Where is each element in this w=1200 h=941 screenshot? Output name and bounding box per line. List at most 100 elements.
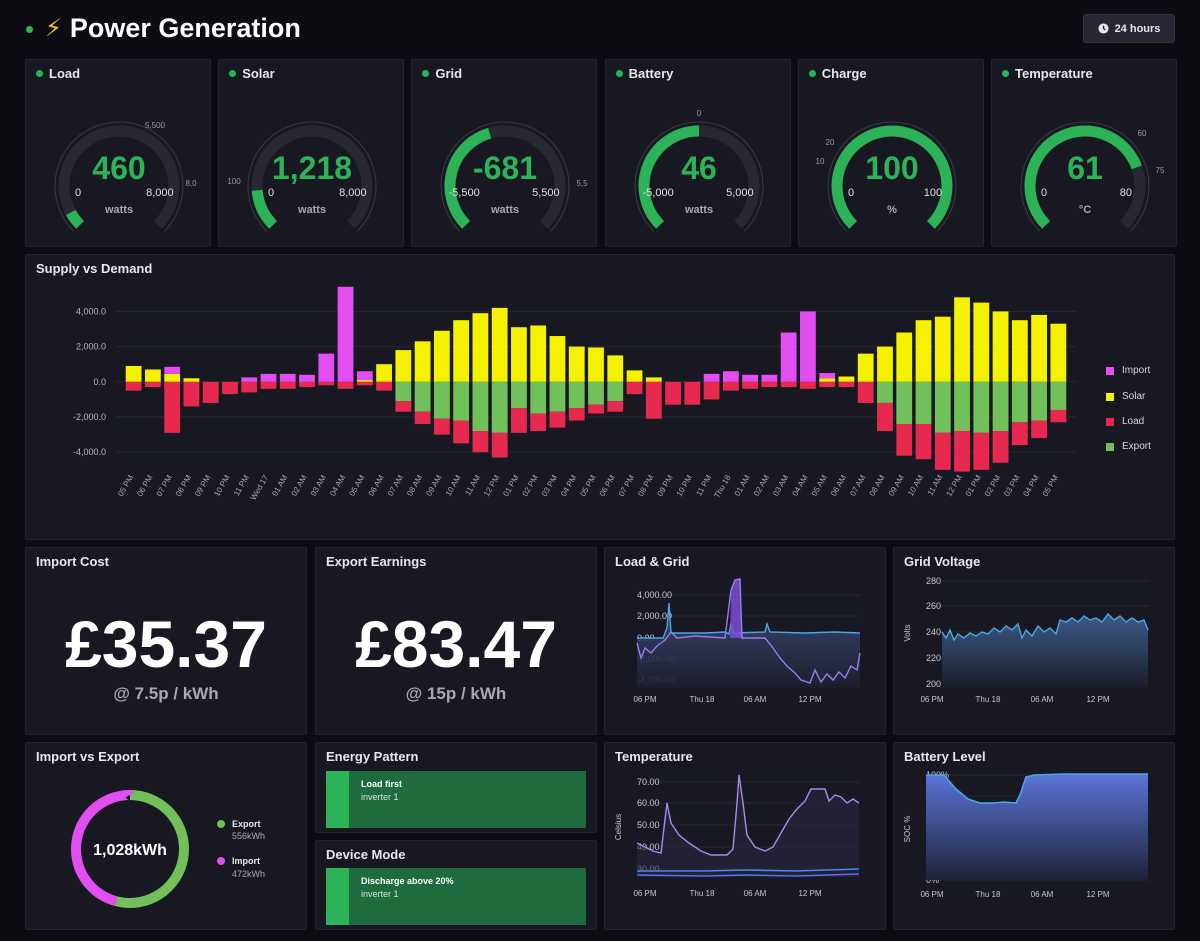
bar-load[interactable] <box>915 424 932 460</box>
bar-load[interactable] <box>125 381 142 391</box>
bar-solar[interactable] <box>1050 323 1067 382</box>
bar-load[interactable] <box>356 381 373 386</box>
bar-solar[interactable] <box>877 346 893 382</box>
bar-load[interactable] <box>742 381 759 389</box>
bar-import[interactable] <box>279 373 296 382</box>
bar-import[interactable] <box>318 353 335 382</box>
bar-load[interactable] <box>511 408 527 433</box>
bar-load[interactable] <box>144 381 161 388</box>
bar-load[interactable] <box>934 432 951 470</box>
bar-export[interactable] <box>1050 381 1067 410</box>
bar-import[interactable] <box>780 332 797 382</box>
time-range-button[interactable]: 24 hours <box>1083 14 1175 43</box>
bar-solar[interactable] <box>164 373 181 382</box>
bar-load[interactable] <box>838 381 855 388</box>
bar-load[interactable] <box>260 381 277 389</box>
bar-solar[interactable] <box>896 332 913 382</box>
bar-load[interactable] <box>588 404 604 414</box>
bar-solar[interactable] <box>183 378 200 382</box>
bar-load[interactable] <box>1031 420 1048 439</box>
bar-import[interactable] <box>260 373 277 382</box>
bar-solar[interactable] <box>472 313 489 382</box>
bar-solar[interactable] <box>125 365 142 382</box>
bar-solar[interactable] <box>144 369 161 382</box>
bar-load[interactable] <box>568 408 585 421</box>
bar-load[interactable] <box>1050 409 1067 423</box>
bar-solar[interactable] <box>414 341 431 382</box>
bar-load[interactable] <box>414 411 431 425</box>
bar-load[interactable] <box>626 381 643 395</box>
bar-load[interactable] <box>992 431 1009 463</box>
bar-import[interactable] <box>800 311 816 382</box>
bar-import[interactable] <box>761 374 778 382</box>
bar-export[interactable] <box>491 381 508 433</box>
bar-export[interactable] <box>877 381 893 403</box>
bar-load[interactable] <box>684 381 701 405</box>
bar-solar[interactable] <box>588 347 604 382</box>
bar-load[interactable] <box>433 418 450 435</box>
bar-load[interactable] <box>819 381 836 388</box>
bar-load[interactable] <box>780 381 797 388</box>
bar-load[interactable] <box>1011 422 1028 446</box>
bar-load[interactable] <box>645 381 662 419</box>
bar-solar[interactable] <box>915 320 932 382</box>
bar-solar[interactable] <box>530 325 547 382</box>
bar-export[interactable] <box>992 381 1009 432</box>
bar-load[interactable] <box>299 381 315 388</box>
bar-solar[interactable] <box>511 327 527 382</box>
bar-export[interactable] <box>530 381 547 414</box>
bar-load[interactable] <box>453 420 470 444</box>
bar-load[interactable] <box>607 401 624 412</box>
bar-export[interactable] <box>549 381 566 412</box>
bar-export[interactable] <box>934 381 951 433</box>
bar-load[interactable] <box>665 381 681 405</box>
bar-load[interactable] <box>530 413 547 432</box>
bar-export[interactable] <box>511 381 527 409</box>
bar-solar[interactable] <box>453 320 470 382</box>
bar-import[interactable] <box>356 371 373 381</box>
bar-import[interactable] <box>722 371 739 382</box>
bar-load[interactable] <box>337 381 354 389</box>
bar-load[interactable] <box>318 381 335 386</box>
bar-import[interactable] <box>164 366 181 374</box>
bar-export[interactable] <box>453 381 470 421</box>
bar-solar[interactable] <box>549 336 566 382</box>
bar-solar[interactable] <box>934 316 951 382</box>
bar-solar[interactable] <box>395 350 412 382</box>
legend-export[interactable]: Export <box>217 819 261 829</box>
bar-export[interactable] <box>568 381 585 409</box>
bar-export[interactable] <box>1011 381 1028 423</box>
bar-solar[interactable] <box>645 377 662 382</box>
bar-load[interactable] <box>800 381 816 389</box>
bar-load[interactable] <box>472 431 489 453</box>
bar-export[interactable] <box>588 381 604 405</box>
legend-import[interactable]: Import <box>217 856 260 866</box>
bar-load[interactable] <box>954 431 970 472</box>
bar-load[interactable] <box>395 401 412 412</box>
bar-export[interactable] <box>896 381 913 425</box>
bar-solar[interactable] <box>819 378 836 382</box>
bar-import[interactable] <box>241 377 258 382</box>
bar-export[interactable] <box>395 381 412 402</box>
bar-load[interactable] <box>202 381 219 403</box>
bar-solar[interactable] <box>838 376 855 382</box>
bar-export[interactable] <box>1031 381 1048 421</box>
bar-import[interactable] <box>337 286 354 382</box>
bar-solar[interactable] <box>433 330 450 382</box>
legend-import[interactable]: Import <box>1106 365 1150 376</box>
bar-load[interactable] <box>376 381 392 391</box>
bar-load[interactable] <box>164 381 181 433</box>
bar-import[interactable] <box>703 373 720 382</box>
bar-export[interactable] <box>433 381 450 419</box>
bar-import[interactable] <box>819 373 836 379</box>
bar-solar[interactable] <box>973 302 990 382</box>
bar-load[interactable] <box>183 381 200 407</box>
bar-export[interactable] <box>414 381 431 412</box>
bar-import[interactable] <box>299 374 315 382</box>
bar-load[interactable] <box>491 432 508 458</box>
bar-solar[interactable] <box>376 364 392 382</box>
bar-solar[interactable] <box>568 346 585 382</box>
bar-load[interactable] <box>857 381 874 403</box>
bar-export[interactable] <box>607 381 624 402</box>
legend-export[interactable]: Export <box>1106 441 1151 452</box>
